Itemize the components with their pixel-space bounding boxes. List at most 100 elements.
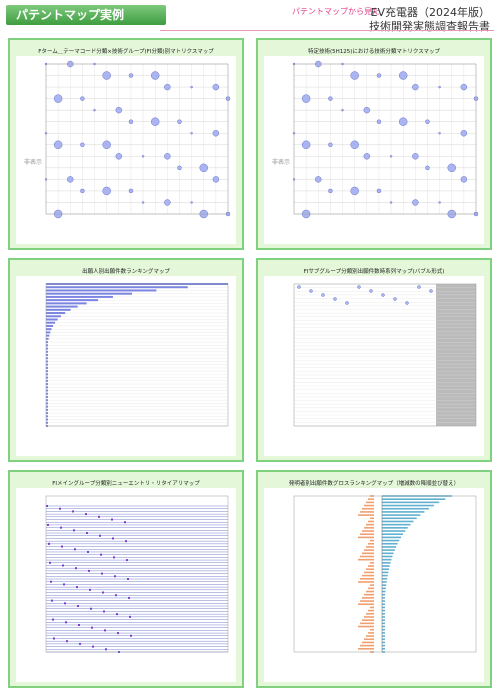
mark	[129, 615, 131, 618]
panel: FIメイングループ分類別ニューエントリ・リタイアリマップ	[8, 470, 244, 688]
bar	[368, 565, 374, 567]
bar	[364, 527, 374, 529]
bar	[46, 305, 78, 308]
bubble	[199, 163, 208, 173]
bubble	[389, 155, 393, 158]
mark	[59, 507, 61, 510]
bubble	[301, 94, 311, 103]
panel: 特定技術(5H125)における技術分類マトリクスマップ 非表示	[256, 38, 492, 250]
bar	[382, 568, 390, 571]
bar	[46, 328, 52, 331]
mark	[116, 613, 118, 616]
bar	[46, 312, 66, 315]
mark	[86, 532, 88, 535]
bar	[382, 501, 440, 504]
mark	[87, 550, 89, 553]
mark	[53, 637, 55, 640]
panel: Fターム＿テーマコード分類×技術グループ(FI分類)別マトリクスマップ 非表示	[8, 38, 244, 250]
bar	[382, 597, 385, 599]
bubble	[309, 289, 313, 293]
bubble	[67, 176, 74, 183]
bar	[370, 628, 374, 631]
bar	[382, 523, 411, 526]
bubble	[212, 130, 220, 137]
mark	[115, 594, 117, 597]
bar	[382, 584, 387, 586]
mark	[130, 634, 132, 637]
bar	[360, 622, 374, 625]
chart-image	[16, 276, 236, 456]
bar	[382, 628, 385, 631]
bubble	[389, 201, 393, 204]
bar	[382, 527, 408, 529]
bar	[360, 600, 374, 602]
bar	[368, 498, 374, 500]
bar	[46, 286, 188, 289]
bubble	[412, 83, 419, 91]
bar	[46, 302, 87, 305]
bubble	[53, 140, 63, 149]
bubble	[177, 119, 182, 124]
mark	[124, 521, 126, 524]
bubble	[53, 94, 63, 103]
bar	[362, 552, 374, 555]
bubble	[150, 71, 160, 80]
product: EV充電器（2024年版）	[370, 6, 490, 19]
bar	[382, 600, 385, 602]
bar	[360, 644, 374, 647]
panel-title: 出願人別出願件数ランキングマップ	[82, 269, 170, 275]
bubble	[102, 186, 111, 196]
lead: パテントマップから見た	[292, 7, 380, 16]
chart-image	[264, 276, 484, 456]
frame	[293, 63, 477, 215]
bar	[382, 606, 385, 609]
note: 非表示	[272, 158, 290, 166]
bar	[46, 399, 48, 402]
bubble	[405, 301, 409, 305]
bar	[358, 648, 374, 650]
bubble	[417, 285, 421, 289]
bar	[382, 635, 385, 637]
bubble	[115, 153, 123, 160]
bar	[46, 418, 48, 421]
bar	[370, 517, 374, 520]
bubble	[321, 293, 325, 297]
bar	[382, 536, 402, 539]
bar	[382, 632, 385, 634]
bar	[46, 379, 48, 382]
mark	[79, 642, 81, 645]
mark	[125, 540, 127, 543]
bar	[364, 504, 374, 507]
bubble	[102, 71, 111, 80]
mark	[112, 537, 114, 540]
bar	[46, 315, 61, 318]
bar	[362, 574, 374, 577]
bar	[382, 616, 385, 618]
mark	[114, 575, 116, 578]
panel-title: FIサブグループ分類別出願件数時系列マップ(バブル形式)	[303, 269, 445, 275]
mark	[74, 548, 76, 551]
bubble	[297, 285, 301, 289]
bar	[382, 552, 394, 555]
chart-image: 非表示	[16, 56, 236, 244]
bar	[362, 597, 374, 599]
mark	[102, 591, 104, 594]
bar	[382, 546, 397, 548]
bubble	[357, 285, 361, 289]
bubble	[301, 140, 311, 149]
bar	[382, 539, 400, 542]
bar	[382, 644, 385, 647]
bar	[360, 533, 374, 536]
mark	[91, 626, 93, 629]
bar	[382, 648, 385, 650]
bar	[370, 539, 374, 542]
bar	[46, 363, 48, 366]
frame	[45, 63, 229, 215]
mark	[48, 542, 50, 545]
mark	[50, 580, 52, 583]
bubble	[212, 176, 220, 183]
panel: 発明者別出願件数グロスランキングマップ（増減数の降順並び替え）	[256, 470, 492, 688]
bar	[46, 299, 99, 302]
chart-image	[16, 488, 236, 682]
mark	[51, 599, 53, 602]
